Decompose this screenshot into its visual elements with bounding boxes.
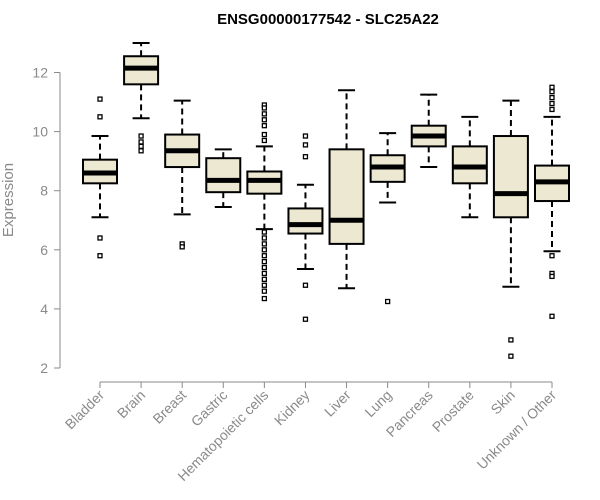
outlier-point <box>549 106 555 113</box>
y-tick-label: 4 <box>40 301 48 317</box>
outlier-point <box>261 117 268 123</box>
outlier-point <box>261 235 268 241</box>
outlier-point <box>261 270 268 277</box>
outlier-point <box>138 148 144 154</box>
outlier-point <box>302 142 309 148</box>
outlier-point <box>261 111 268 117</box>
box-body <box>328 148 365 245</box>
box-pancreas <box>410 93 447 169</box>
outlier-point <box>549 273 555 280</box>
y-tick-label: 10 <box>32 124 48 140</box>
box-body <box>205 157 242 194</box>
y-axis-label: Expression <box>0 163 17 237</box>
outlier-point <box>261 137 268 144</box>
y-tick-label: 6 <box>40 242 48 258</box>
outlier-point <box>302 282 309 288</box>
x-tick-label: Bladder <box>62 387 108 433</box>
x-tick-label: Prostate <box>429 387 477 435</box>
box-lung <box>369 132 406 305</box>
outlier-point <box>261 105 268 111</box>
outlier-point <box>261 131 268 138</box>
outlier-point <box>261 264 268 271</box>
boxes-group <box>82 41 570 359</box>
outlier-point <box>261 288 268 294</box>
outlier-point <box>97 253 103 259</box>
box-hematopoietic-cells <box>246 102 283 302</box>
outlier-point <box>261 282 268 288</box>
outlier-point <box>549 84 555 90</box>
box-brain <box>123 41 160 154</box>
box-breast <box>164 99 201 250</box>
outlier-point <box>302 154 309 160</box>
box-skin <box>492 99 529 359</box>
y-tick-label: 12 <box>32 65 48 81</box>
outlier-point <box>549 253 555 259</box>
outlier-point <box>261 253 268 259</box>
x-tick-label: Brain <box>114 387 148 421</box>
outlier-point <box>138 143 144 150</box>
box-unknown-other <box>534 84 570 319</box>
outlier-point <box>302 133 309 139</box>
box-gastric <box>205 148 242 208</box>
box-body <box>492 135 529 219</box>
outlier-point <box>549 94 555 101</box>
outlier-point <box>261 258 268 265</box>
box-prostate <box>451 115 488 219</box>
y-tick-label: 2 <box>40 360 48 376</box>
outlier-point <box>302 316 309 322</box>
box-body <box>287 207 324 235</box>
outlier-point <box>549 89 555 95</box>
outlier-point <box>138 139 144 145</box>
outlier-point <box>549 313 555 319</box>
outlier-point <box>138 133 144 139</box>
outlier-point <box>97 114 103 120</box>
outlier-point <box>179 244 185 250</box>
outlier-point <box>261 123 268 129</box>
outlier-point <box>261 276 268 283</box>
outlier-point <box>261 295 268 302</box>
x-tick-label: Breast <box>149 387 189 427</box>
x-tick-label: Lung <box>361 387 394 420</box>
y-tick-label: 8 <box>40 183 48 199</box>
outlier-point <box>97 96 103 102</box>
x-tick-label: Kidney <box>271 387 313 429</box>
y-axis: 2 4 6 8 10 12 <box>32 65 61 376</box>
x-tick-label: Liver <box>321 387 354 420</box>
outlier-point <box>261 229 268 235</box>
chart-title: ENSG00000177542 - SLC25A22 <box>217 11 439 28</box>
outlier-point <box>261 241 268 247</box>
box-bladder <box>82 96 118 259</box>
outlier-point <box>508 337 514 343</box>
outlier-point <box>97 235 103 241</box>
outlier-point <box>261 247 268 253</box>
x-tick-label: Skin <box>487 387 518 418</box>
outlier-point <box>384 298 391 305</box>
outlier-point <box>549 100 555 107</box>
box-kidney <box>287 133 324 322</box>
outlier-point <box>508 353 514 359</box>
box-liver <box>328 89 365 290</box>
